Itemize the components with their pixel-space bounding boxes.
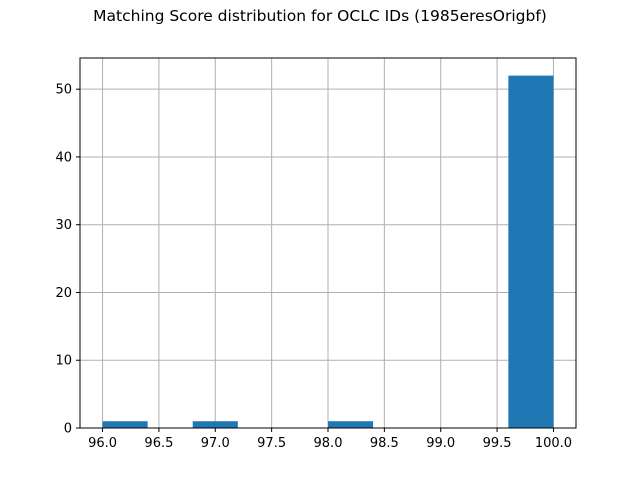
y-tick-label: 10 — [55, 354, 72, 369]
histogram-bar — [102, 421, 148, 428]
grid-lines — [80, 58, 576, 429]
x-tick-label: 97.0 — [201, 436, 230, 451]
x-tick-label: 99.0 — [426, 436, 455, 451]
y-tick-label: 50 — [55, 83, 72, 98]
x-tick-label: 98.5 — [370, 436, 399, 451]
y-tick-label: 30 — [55, 218, 72, 233]
y-tick-label: 0 — [64, 422, 72, 437]
x-tick-label: 96.5 — [144, 436, 173, 451]
y-tick-label: 20 — [55, 286, 72, 301]
x-tick-label: 96.0 — [88, 436, 117, 451]
histogram-bar — [508, 75, 554, 428]
y-tick-label: 40 — [55, 150, 72, 165]
x-tick-label: 100.0 — [535, 436, 572, 451]
histogram-bar — [192, 421, 238, 428]
x-tick-label: 98.0 — [314, 436, 343, 451]
histogram-bars — [102, 75, 554, 428]
histogram-bar — [328, 421, 374, 428]
x-tick-label: 99.5 — [483, 436, 512, 451]
x-tick-label: 97.5 — [257, 436, 286, 451]
x-axis: 96.0 96.5 97.0 97.5 98.0 98.5 99.0 99.5 100.0 — [88, 428, 572, 451]
chart-title: Matching Score distribution for OCLC IDs… — [93, 7, 547, 25]
y-axis: 0 10 20 30 40 50 — [55, 83, 80, 437]
